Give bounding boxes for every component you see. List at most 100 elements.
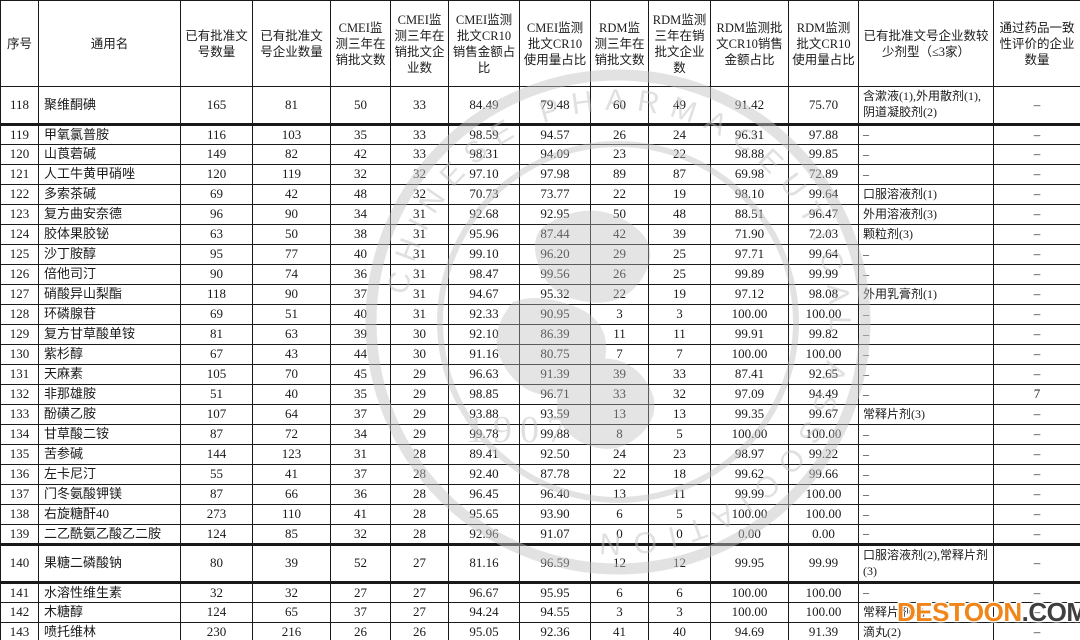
table-row-135: 135 苦参碱 144 123 31 28 89.41 92.50 24 23 98.97 99.22… xyxy=(0,444,1080,465)
cell-value-9: 100.00 xyxy=(788,504,859,525)
cell-generic-name: 左卡尼汀 xyxy=(38,464,181,485)
cell-serial: 135 xyxy=(0,444,39,465)
cell-value-1: 85 xyxy=(252,524,331,546)
cell-value-6: 42 xyxy=(590,224,649,245)
column-header-9: RDM监测三年在销批文企业数 xyxy=(648,0,711,87)
column-header-1: 通用名 xyxy=(38,0,181,87)
cell-value-6: 13 xyxy=(590,404,649,425)
cell-value-3: 28 xyxy=(390,504,449,525)
cell-serial: 132 xyxy=(0,384,39,405)
cell-value-0: 63 xyxy=(180,224,253,245)
cell-value-9: 99.64 xyxy=(788,244,859,265)
cell-value-1: 77 xyxy=(252,244,331,265)
cell-value-3: 28 xyxy=(390,524,449,546)
cell-value-5: 92.95 xyxy=(519,204,591,225)
cell-value-1: 42 xyxy=(252,184,331,205)
cell-value-6: 0 xyxy=(590,524,649,546)
cell-value-8: 99.62 xyxy=(710,464,789,485)
cell-value-9: 94.49 xyxy=(788,384,859,405)
cell-value-5: 86.39 xyxy=(519,324,591,345)
cell-value-9: 99.99 xyxy=(788,264,859,285)
cell-dosage-forms: – xyxy=(858,424,994,445)
cell-value-5: 90.95 xyxy=(519,304,591,325)
column-header-2: 已有批准文号数量 xyxy=(180,0,253,87)
cell-generic-name: 酚磺乙胺 xyxy=(38,404,181,425)
cell-serial: 131 xyxy=(0,364,39,385)
column-header-12: 已有批准文号企业数较少剂型（≤3家） xyxy=(858,0,994,87)
cell-value-7: 3 xyxy=(648,304,711,325)
cell-value-7: 25 xyxy=(648,264,711,285)
cell-value-0: 95 xyxy=(180,244,253,265)
cell-dosage-forms: – xyxy=(858,264,994,285)
cell-value-7: 22 xyxy=(648,144,711,165)
cell-value-3: 28 xyxy=(390,464,449,485)
cell-consistency-count: – xyxy=(993,224,1080,245)
table-row-139: 139 二乙酰氨乙酸乙二胺 124 85 32 28 92.96 91.07 0 0 0.00 0.0… xyxy=(0,524,1080,546)
cell-value-3: 31 xyxy=(390,224,449,245)
cell-value-3: 29 xyxy=(390,364,449,385)
cell-generic-name: 多索茶碱 xyxy=(38,184,181,205)
cell-value-7: 23 xyxy=(648,444,711,465)
cell-value-8: 99.89 xyxy=(710,264,789,285)
cell-value-6: 22 xyxy=(590,184,649,205)
cell-value-4: 98.59 xyxy=(448,124,520,145)
cell-dosage-forms: 滴丸(2) xyxy=(858,622,994,640)
cell-value-8: 97.71 xyxy=(710,244,789,265)
cell-value-6: 6 xyxy=(590,582,649,603)
cell-value-9: 99.64 xyxy=(788,184,859,205)
cell-value-7: 12 xyxy=(648,544,711,584)
cell-value-2: 34 xyxy=(330,204,391,225)
cell-dosage-forms: 常释片剂(3) xyxy=(858,404,994,425)
cell-value-6: 24 xyxy=(590,444,649,465)
cell-value-3: 33 xyxy=(390,144,449,165)
cell-value-0: 144 xyxy=(180,444,253,465)
cell-consistency-count: – xyxy=(993,124,1080,145)
cell-value-0: 87 xyxy=(180,484,253,505)
table-row-120: 120 山莨菪碱 149 82 42 33 98.31 94.09 23 22 98.88 99.85… xyxy=(0,144,1080,165)
cell-generic-name: 苦参碱 xyxy=(38,444,181,465)
cell-generic-name: 山莨菪碱 xyxy=(38,144,181,165)
column-header-13: 通过药品一致性评价的企业数量 xyxy=(993,0,1080,87)
cell-value-3: 31 xyxy=(390,304,449,325)
cell-generic-name: 甘草酸二铵 xyxy=(38,424,181,445)
cell-consistency-count: – xyxy=(993,364,1080,385)
cell-value-3: 31 xyxy=(390,264,449,285)
cell-generic-name: 胶体果胶铋 xyxy=(38,224,181,245)
cell-value-7: 6 xyxy=(648,582,711,603)
cell-dosage-forms: 颗粒剂(3) xyxy=(858,224,994,245)
table-row-134: 134 甘草酸二铵 87 72 34 29 99.78 99.88 8 5 100.00 100.00… xyxy=(0,424,1080,445)
table-row-121: 121 人工牛黄甲硝唑 120 119 32 32 97.10 97.98 89 87 69.98 7… xyxy=(0,164,1080,185)
cell-value-7: 13 xyxy=(648,404,711,425)
cell-consistency-count: – xyxy=(993,284,1080,305)
cell-value-4: 92.68 xyxy=(448,204,520,225)
cell-value-2: 48 xyxy=(330,184,391,205)
cell-value-9: 99.82 xyxy=(788,324,859,345)
cell-value-5: 79.48 xyxy=(519,86,591,126)
cell-value-0: 118 xyxy=(180,284,253,305)
cell-value-1: 82 xyxy=(252,144,331,165)
cell-value-8: 98.88 xyxy=(710,144,789,165)
cell-value-6: 3 xyxy=(590,602,649,623)
cell-serial: 119 xyxy=(0,124,39,145)
cell-consistency-count: – xyxy=(993,622,1080,640)
table-row-130: 130 紫杉醇 67 43 44 30 91.16 80.75 7 7 100.00 100.00– – xyxy=(0,344,1080,365)
cell-generic-name: 沙丁胺醇 xyxy=(38,244,181,265)
cell-value-1: 66 xyxy=(252,484,331,505)
cell-value-9: 91.39 xyxy=(788,622,859,640)
cell-value-5: 96.40 xyxy=(519,484,591,505)
cell-serial: 133 xyxy=(0,404,39,425)
cell-value-4: 97.10 xyxy=(448,164,520,185)
cell-value-4: 96.45 xyxy=(448,484,520,505)
cell-serial: 143 xyxy=(0,622,39,640)
table-row-127: 127 硝酸异山梨酯 118 90 37 31 94.67 95.32 22 19 97.12 98.… xyxy=(0,284,1080,305)
table-row-125: 125 沙丁胺醇 95 77 40 31 99.10 96.20 29 25 97.71 99.64–… xyxy=(0,244,1080,265)
cell-serial: 127 xyxy=(0,284,39,305)
cell-value-4: 92.33 xyxy=(448,304,520,325)
cell-value-5: 93.59 xyxy=(519,404,591,425)
cell-dosage-forms: – xyxy=(858,344,994,365)
cell-value-6: 13 xyxy=(590,484,649,505)
cell-value-3: 27 xyxy=(390,544,449,584)
cell-dosage-forms: – xyxy=(858,364,994,385)
cell-value-0: 69 xyxy=(180,304,253,325)
cell-value-6: 6 xyxy=(590,504,649,525)
